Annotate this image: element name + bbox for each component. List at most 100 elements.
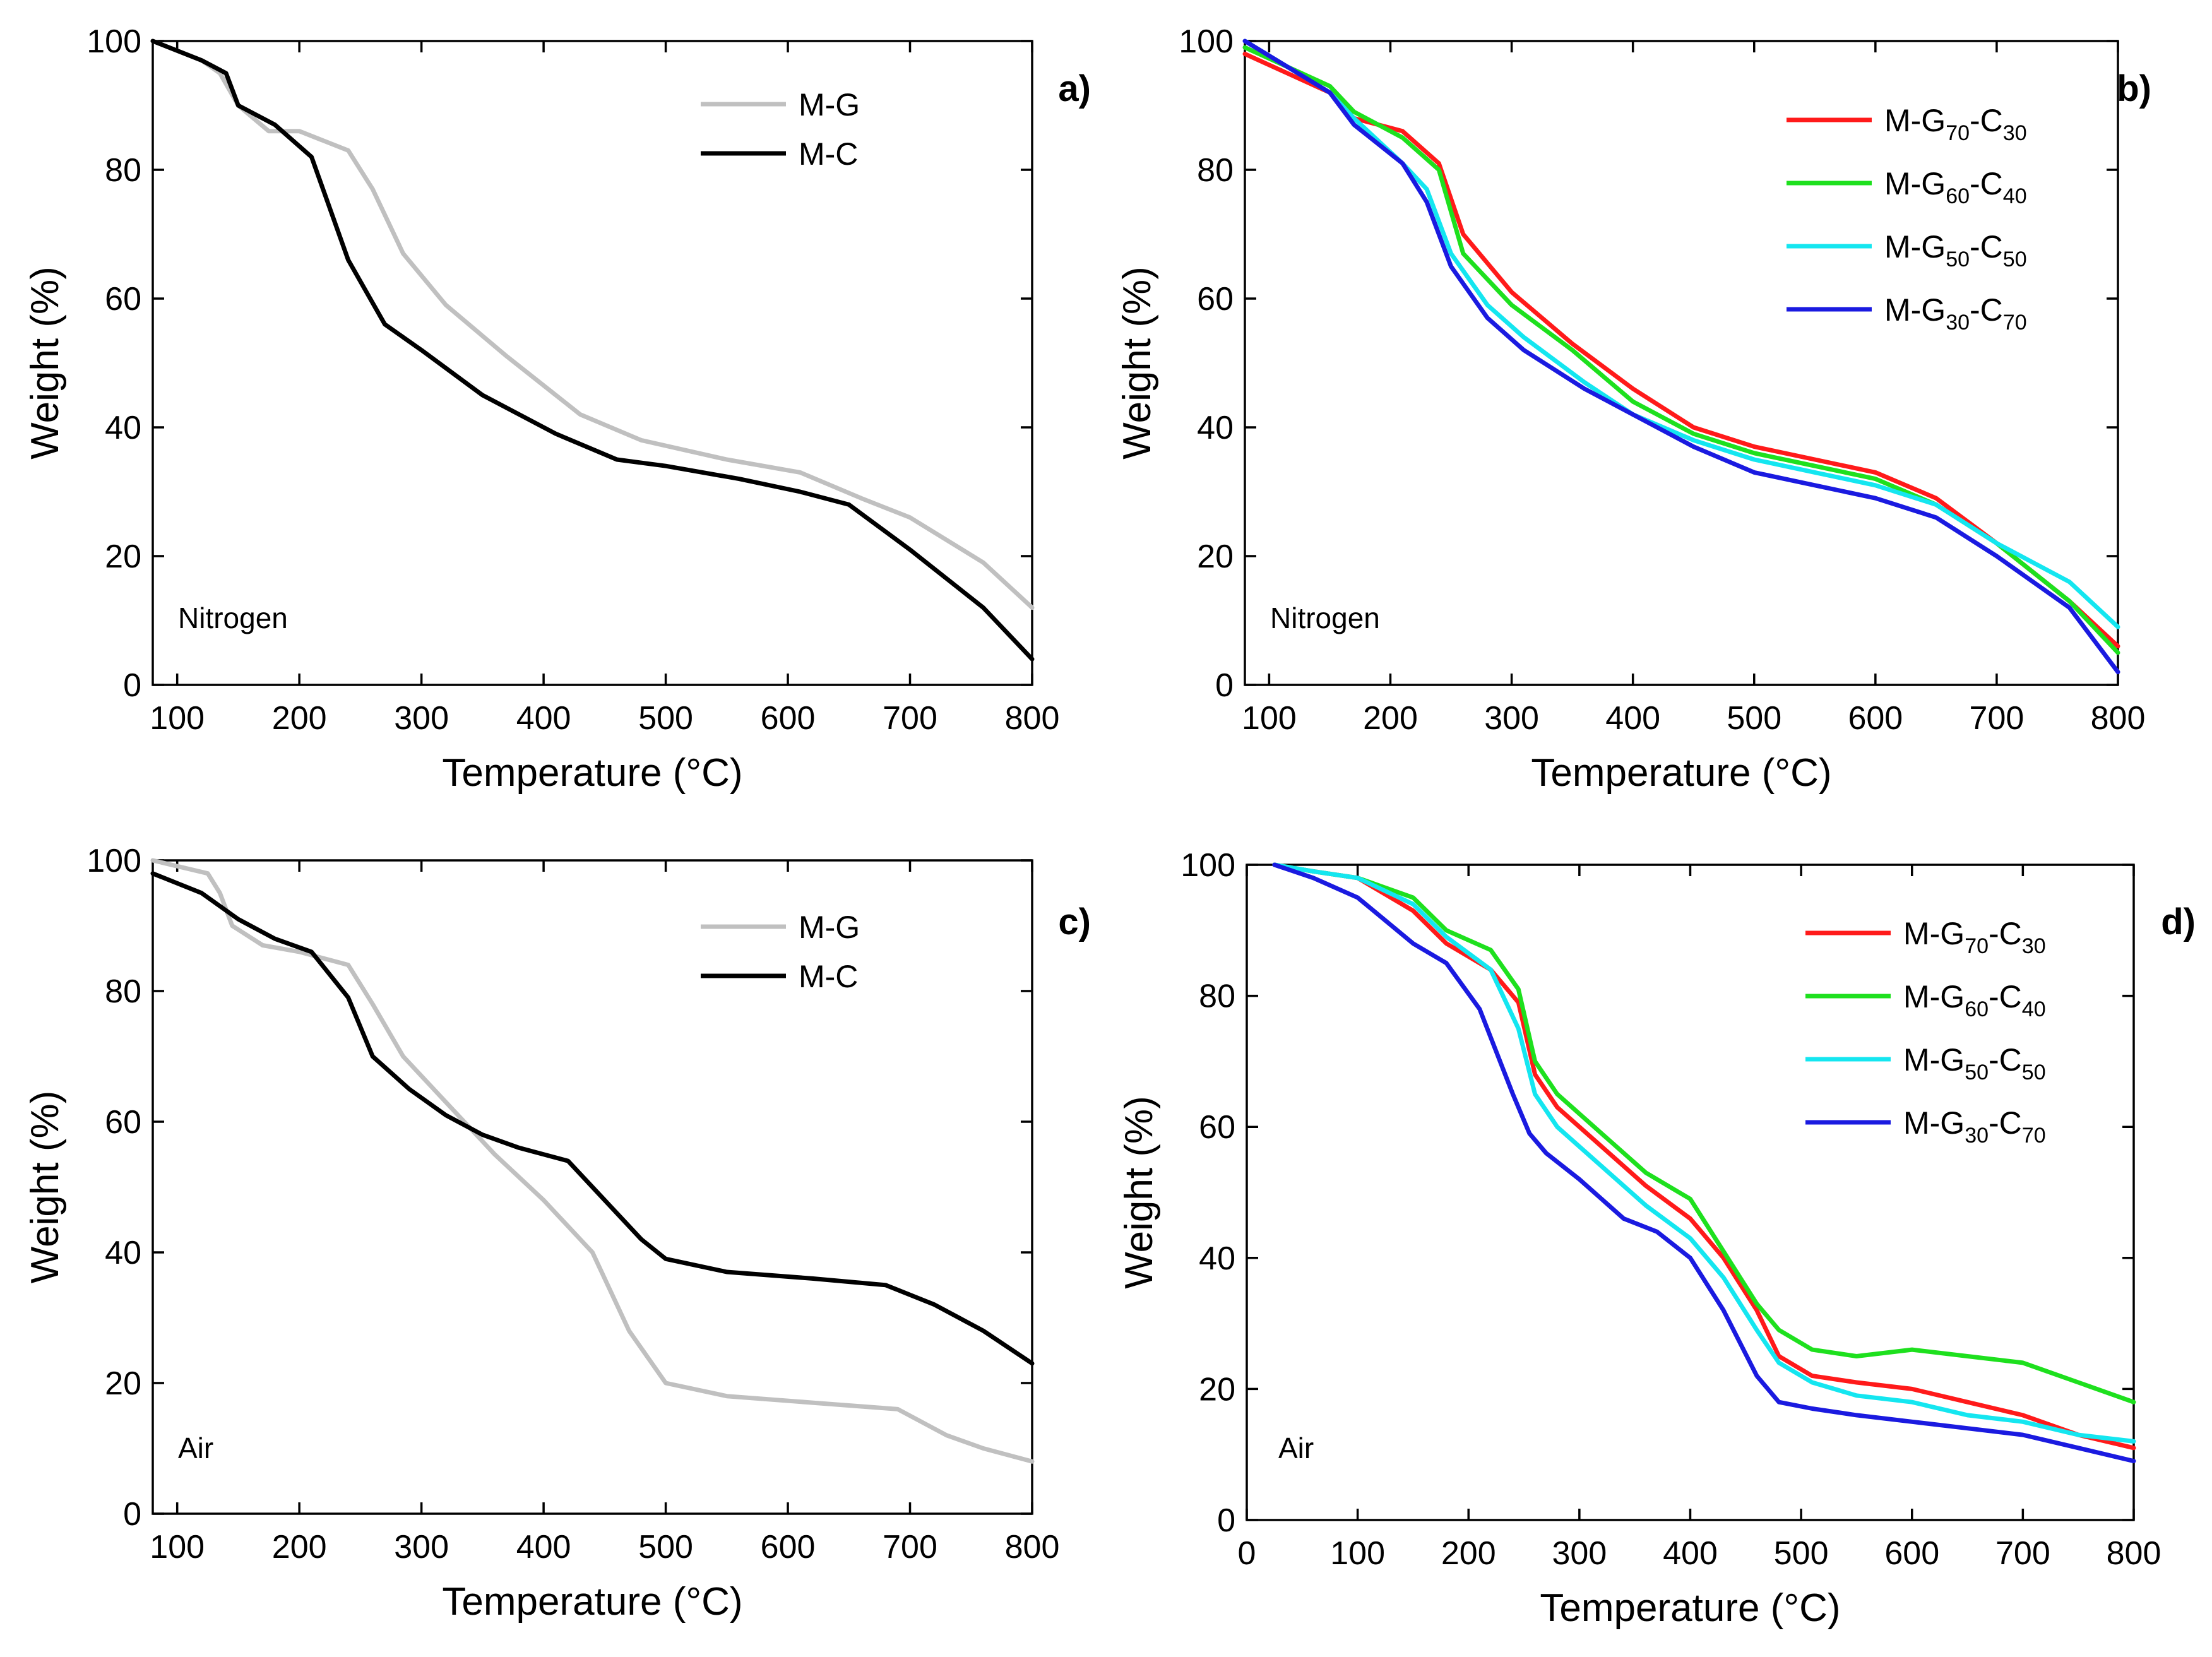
y-tick-label: 20	[1197, 538, 1234, 575]
x-tick-label: 300	[1484, 700, 1539, 737]
panel-label: a)	[1058, 68, 1091, 109]
y-tick-label: 0	[1215, 667, 1234, 704]
x-tick-label: 500	[1774, 1535, 1829, 1572]
legend: M-G M-C	[701, 910, 860, 994]
x-tick-label: 700	[883, 700, 937, 737]
series-line-1	[150, 39, 1035, 610]
legend-label: M-G60-C40	[1884, 166, 2027, 208]
series-line-2	[150, 871, 1035, 1366]
x-tick-label: 100	[1330, 1535, 1385, 1572]
y-tick-label: 80	[1197, 152, 1234, 189]
series-line-2	[1272, 862, 2136, 1405]
y-axis-label: Weight (%)	[1117, 1096, 1161, 1289]
y-tick-label: 0	[123, 1496, 141, 1533]
panel-label: c)	[1058, 901, 1091, 942]
legend-label: M-G30-C70	[1903, 1105, 2046, 1148]
legend-label: M-G	[799, 87, 860, 122]
legend: M-G70-C30 M-G60-C40 M-G50-C50 M-G30-C70	[1787, 103, 2027, 335]
y-tick-label: 60	[105, 1104, 141, 1141]
y-tick-label: 60	[105, 281, 141, 318]
y-axis-label: Weight (%)	[23, 266, 67, 460]
x-tick-label: 300	[394, 700, 449, 737]
x-tick-label: 200	[1441, 1535, 1496, 1572]
y-tick-label: 40	[1199, 1240, 1235, 1277]
x-tick-label: 500	[638, 1529, 693, 1565]
plot-frame	[152, 40, 1033, 686]
x-tick-label: 500	[638, 700, 693, 737]
chart-panel-2: 100 200 300 400 500 600 700 800 0 20 40 60 80 100 Temp…	[1115, 23, 2151, 795]
legend-label: M-C	[799, 136, 858, 172]
plot-frame	[1246, 864, 2135, 1521]
x-tick-label: 400	[516, 1529, 571, 1565]
y-tick-label: 40	[105, 410, 141, 446]
x-tick-label: 800	[2107, 1535, 2161, 1572]
x-tick-label: 800	[1005, 700, 1060, 737]
legend-label: M-C	[799, 959, 858, 994]
x-tick-label: 400	[1605, 700, 1660, 737]
chart-panel-1: 100 200 300 400 500 600 700 800 0 20 40 60 80 100 Temp…	[23, 23, 1091, 795]
x-tick-label: 700	[1995, 1535, 2050, 1572]
y-tick-label: 80	[105, 152, 141, 189]
panel-label: b)	[2117, 68, 2151, 109]
series-line-1	[1272, 862, 2136, 1451]
series-line-3	[1272, 862, 2136, 1444]
legend: M-G M-C	[701, 87, 860, 172]
y-axis-label: Weight (%)	[1115, 266, 1159, 460]
legend-label: M-G50-C50	[1884, 229, 2027, 271]
x-tick-label: 100	[1242, 700, 1297, 737]
legend-label: M-G60-C40	[1903, 979, 2046, 1021]
x-tick-label: 100	[150, 700, 205, 737]
y-tick-label: 20	[105, 1365, 141, 1402]
legend-label: M-G30-C70	[1884, 292, 2027, 335]
atmosphere-annotation: Nitrogen	[1270, 602, 1380, 634]
x-tick-label: 800	[2091, 700, 2146, 737]
x-axis-label: Temperature (°C)	[1540, 1586, 1840, 1630]
x-tick-label: 100	[150, 1529, 205, 1565]
legend: M-G70-C30 M-G60-C40 M-G50-C50 M-G30-C70	[1805, 916, 2046, 1148]
x-tick-label: 600	[761, 700, 816, 737]
x-tick-label: 300	[394, 1529, 449, 1565]
legend-label: M-G70-C30	[1903, 916, 2046, 958]
series-line-4	[1242, 39, 2120, 675]
atmosphere-annotation: Air	[1278, 1432, 1314, 1464]
legend-label: M-G50-C50	[1903, 1042, 2046, 1084]
y-tick-label: 80	[1199, 978, 1235, 1015]
x-tick-label: 700	[1970, 700, 2025, 737]
y-tick-label: 100	[1180, 847, 1235, 884]
y-tick-label: 80	[105, 973, 141, 1010]
atmosphere-annotation: Air	[178, 1432, 213, 1464]
x-tick-label: 800	[1005, 1529, 1060, 1565]
panel-label: d)	[2161, 901, 2196, 942]
x-tick-label: 600	[761, 1529, 816, 1565]
x-tick-label: 600	[1884, 1535, 1939, 1572]
x-tick-label: 600	[1848, 700, 1903, 737]
x-tick-label: 400	[516, 700, 571, 737]
y-tick-label: 100	[86, 23, 141, 60]
y-tick-label: 40	[105, 1235, 141, 1271]
legend-label: M-G70-C30	[1884, 103, 2027, 145]
plot-frame	[1244, 40, 2119, 686]
x-tick-label: 200	[1363, 700, 1418, 737]
y-axis-label: Weight (%)	[23, 1091, 67, 1284]
atmosphere-annotation: Nitrogen	[178, 602, 288, 634]
chart-panel-3: 100 200 300 400 500 600 700 800 0 20 40 60 80 100 Temp…	[23, 843, 1091, 1624]
y-tick-label: 60	[1199, 1109, 1235, 1146]
plot-frame	[152, 859, 1033, 1515]
x-axis-label: Temperature (°C)	[442, 751, 742, 795]
series-line-4	[1272, 862, 2136, 1464]
y-tick-label: 40	[1197, 410, 1234, 446]
x-tick-label: 0	[1238, 1535, 1256, 1572]
x-tick-label: 500	[1727, 700, 1781, 737]
y-tick-label: 0	[123, 667, 141, 704]
series-line-1	[150, 858, 1035, 1464]
y-tick-label: 20	[1199, 1371, 1235, 1408]
x-tick-label: 200	[272, 1529, 327, 1565]
y-tick-label: 0	[1217, 1502, 1235, 1539]
y-tick-label: 100	[86, 843, 141, 879]
x-tick-label: 700	[883, 1529, 937, 1565]
y-tick-label: 20	[105, 538, 141, 575]
y-tick-label: 60	[1197, 281, 1234, 318]
y-tick-label: 100	[1179, 23, 1234, 60]
x-tick-label: 300	[1552, 1535, 1607, 1572]
x-axis-label: Temperature (°C)	[1531, 751, 1831, 795]
